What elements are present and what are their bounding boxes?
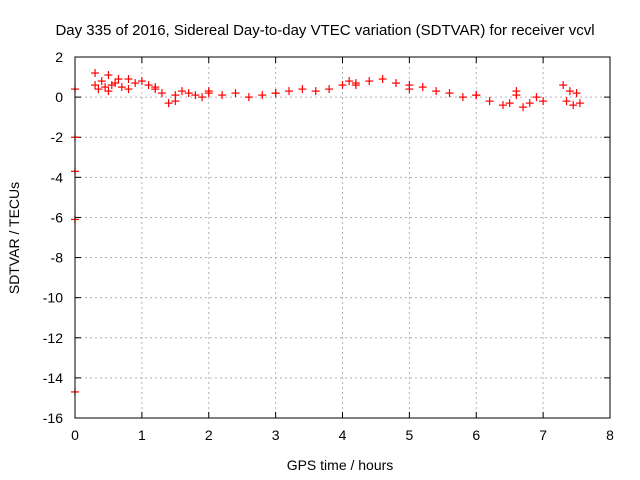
grid (75, 57, 610, 418)
data-point (499, 101, 507, 110)
x-tick-label: 2 (205, 427, 213, 443)
data-point (485, 97, 494, 106)
data-point (365, 77, 374, 86)
data-point (171, 97, 180, 106)
data-point (325, 85, 334, 94)
data-point (392, 79, 400, 88)
plot-frame (74, 56, 611, 419)
data-point (512, 91, 521, 100)
x-tick-label: 0 (71, 427, 79, 443)
y-tick-label: -16 (43, 410, 63, 426)
data-point (101, 83, 110, 92)
data-point (244, 93, 253, 102)
data-point (124, 85, 133, 94)
data-point (144, 81, 153, 90)
data-point (562, 97, 571, 106)
y-tick-label: 0 (55, 89, 63, 105)
data-point (204, 87, 213, 96)
data-point (539, 97, 548, 106)
x-tick-label: 8 (606, 427, 614, 443)
data-point (525, 99, 534, 108)
data-point (378, 75, 387, 84)
x-tick-label: 4 (339, 427, 347, 443)
data-point (117, 83, 126, 92)
data-point (104, 87, 113, 96)
data-point (432, 87, 441, 96)
data-point (231, 89, 240, 98)
x-tick-label: 6 (472, 427, 480, 443)
x-axis-label: GPS time / hours (287, 457, 394, 473)
data-point (572, 89, 581, 98)
data-point (311, 87, 320, 96)
data-point (104, 71, 113, 80)
data-point (445, 89, 454, 98)
data-point (94, 85, 103, 94)
data-point (559, 81, 568, 90)
data-point (107, 81, 116, 90)
y-tick-label: -12 (43, 330, 63, 346)
x-tick-label: 5 (405, 427, 413, 443)
data-point (418, 83, 427, 92)
data-point (137, 77, 146, 86)
ticks: 0 1 2 3 4 5 6 7 8 2 0 -2 -4 -6 -8 -10 -12 -14 -16 (43, 49, 614, 443)
data-point (151, 83, 160, 92)
data-point (111, 79, 120, 88)
data-point (458, 93, 467, 102)
data-point (569, 101, 578, 110)
y-tick-label: -4 (51, 169, 64, 185)
data-point (178, 87, 186, 96)
data-point (124, 75, 133, 84)
data-point (198, 93, 207, 102)
data-point (405, 85, 414, 94)
data-point (285, 87, 293, 96)
y-tick-label: -6 (51, 209, 64, 225)
data-point (575, 99, 584, 108)
data-point (351, 81, 360, 90)
data-point (164, 99, 173, 108)
data-point (298, 85, 307, 94)
data-point (565, 87, 574, 96)
data-point (184, 89, 193, 98)
data-point (218, 91, 227, 100)
data-point (532, 93, 541, 102)
x-tick-label: 7 (539, 427, 547, 443)
data-point (338, 81, 347, 90)
chart-title: Day 335 of 2016, Sidereal Day-to-day VTE… (55, 22, 594, 39)
data-point (97, 77, 106, 86)
x-tick-label: 1 (138, 427, 146, 443)
y-axis-label: SDTVAR / TECUs (6, 182, 22, 294)
y-tick-label: -14 (43, 370, 63, 386)
data-point (114, 75, 123, 84)
data-point (131, 79, 140, 88)
data-point (91, 69, 100, 78)
data-point (505, 99, 514, 108)
data-point (91, 81, 100, 90)
data-point (345, 77, 354, 86)
data-point (472, 91, 481, 100)
data-point (519, 103, 528, 112)
y-tick-label: -10 (43, 290, 63, 306)
y-tick-label: 2 (55, 49, 63, 65)
data-point (157, 89, 166, 98)
data-point (258, 91, 267, 100)
y-tick-label: -8 (51, 250, 64, 266)
y-tick-label: -2 (51, 129, 64, 145)
data-point (271, 89, 280, 98)
data-point (191, 91, 200, 100)
x-tick-label: 3 (272, 427, 280, 443)
